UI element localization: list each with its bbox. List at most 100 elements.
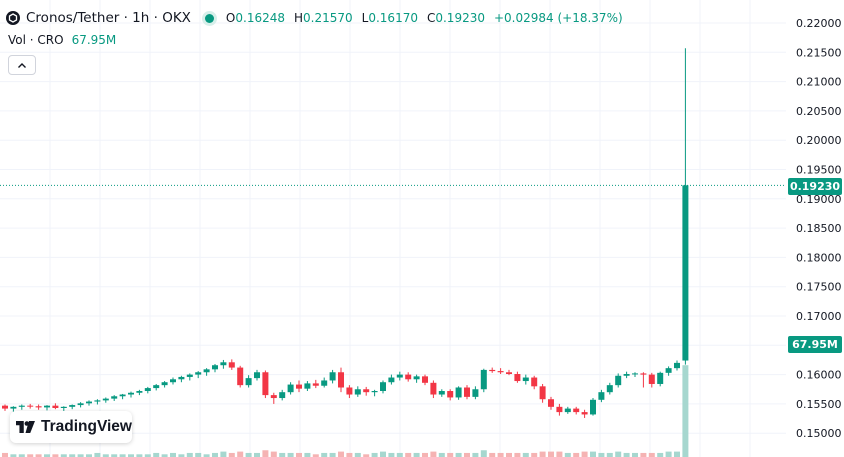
cronos-logo-icon (6, 11, 20, 25)
y-axis-tick-label: 0.15500 (796, 398, 842, 411)
volume-bar (573, 452, 580, 457)
market-status-icon[interactable] (204, 13, 214, 23)
volume-bar (422, 452, 428, 457)
candle-body (413, 376, 420, 380)
volume-bar (615, 451, 622, 457)
volume-bar (287, 452, 294, 457)
volume-bar (270, 451, 277, 457)
candle-body (682, 185, 689, 361)
candle-body (405, 374, 412, 380)
volume-bar (186, 452, 193, 457)
volume-bar (220, 451, 227, 457)
volume-bar (27, 454, 34, 457)
volume-bar (531, 452, 538, 457)
candle-body (665, 368, 672, 373)
y-axis-tick-label: 0.18000 (796, 251, 842, 264)
volume-bar (640, 452, 647, 457)
collapse-legend-button[interactable] (8, 55, 36, 75)
volume-bar (548, 451, 554, 457)
candle-body (186, 374, 193, 377)
candle-body (44, 405, 50, 408)
candle-body (346, 387, 353, 395)
candle-body (18, 405, 25, 407)
candle-body (279, 392, 286, 399)
volume-bar (153, 452, 160, 457)
volume-bar (212, 452, 218, 457)
candle-body (119, 394, 126, 397)
y-axis-tick-label: 0.17000 (796, 310, 842, 323)
ohlc-low: L0.16170 (361, 11, 418, 25)
candle-body (548, 399, 554, 407)
volume-bar (346, 452, 353, 457)
candle-body (464, 387, 470, 397)
volume-bar (363, 454, 370, 457)
volume-bar (10, 454, 17, 457)
volume-bar (514, 452, 521, 457)
candle-body (573, 408, 580, 413)
ohlc-close: C0.19230 (426, 11, 485, 25)
candle-body (203, 369, 210, 373)
candle-body (153, 385, 160, 389)
y-axis-tick-label: 0.19000 (796, 193, 842, 206)
volume-bar (665, 451, 672, 457)
candle-body (212, 365, 218, 370)
volume-bar (480, 450, 487, 457)
candle-body (632, 373, 638, 375)
candle-body (128, 392, 134, 395)
volume-bar (464, 452, 470, 457)
candle-body (623, 374, 630, 376)
candle-body (245, 378, 252, 386)
volume-bar (86, 454, 92, 457)
tradingview-logo-icon (16, 420, 35, 434)
volume-bar (69, 454, 76, 457)
candle-body (422, 376, 428, 383)
candle-body (10, 406, 17, 409)
volume-bar (598, 452, 605, 457)
candle-body (497, 371, 504, 373)
candle-body (304, 383, 311, 389)
candle-body (329, 372, 336, 381)
tradingview-watermark[interactable]: TradingView (10, 411, 132, 443)
y-axis-tick-label: 0.20000 (796, 134, 842, 147)
y-axis-tick-label: 0.22000 (796, 17, 842, 30)
volume-bar (338, 451, 344, 457)
candle-body (480, 369, 487, 390)
volume-bar (321, 452, 328, 457)
candle-body (262, 372, 269, 396)
volume-bar (304, 452, 311, 457)
candle-body (270, 395, 277, 399)
volume-bar (371, 452, 378, 457)
volume-bar (44, 454, 50, 457)
volume-bar (60, 454, 67, 457)
symbol-title[interactable]: Cronos/Tether · 1h · OKX (26, 10, 191, 26)
candle-body (489, 369, 496, 372)
y-axis-tick-label: 0.20500 (796, 105, 842, 118)
candle-body (539, 386, 546, 400)
candle-body (674, 362, 680, 369)
candle-body (69, 405, 76, 407)
ohlc-values: O0.16248 H0.21570 L0.16170 C0.19230 +0.0… (226, 11, 623, 25)
volume-bar (413, 452, 420, 457)
candle-body (472, 389, 479, 397)
candle-body (237, 367, 244, 386)
candle-body (556, 406, 563, 413)
volume-bar (144, 454, 151, 457)
volume-bar (128, 454, 134, 457)
volume-bar (228, 452, 235, 457)
y-axis-tick-label: 0.21500 (796, 46, 842, 59)
volume-bar (254, 452, 260, 457)
chevron-up-icon (18, 62, 26, 68)
volume-bar (262, 450, 269, 457)
y-axis-tick-label: 0.17500 (796, 281, 842, 294)
volume-bar (195, 452, 202, 457)
candle-body (52, 405, 59, 409)
candle-body (430, 382, 437, 395)
y-axis-tick-label: 0.15000 (796, 427, 842, 440)
volume-bar (455, 452, 462, 457)
volume-legend-label: Vol · CRO (8, 33, 64, 47)
candle-body (338, 372, 344, 388)
candle-body (371, 391, 378, 393)
volume-bar (430, 451, 437, 457)
volume-bar (111, 454, 118, 457)
